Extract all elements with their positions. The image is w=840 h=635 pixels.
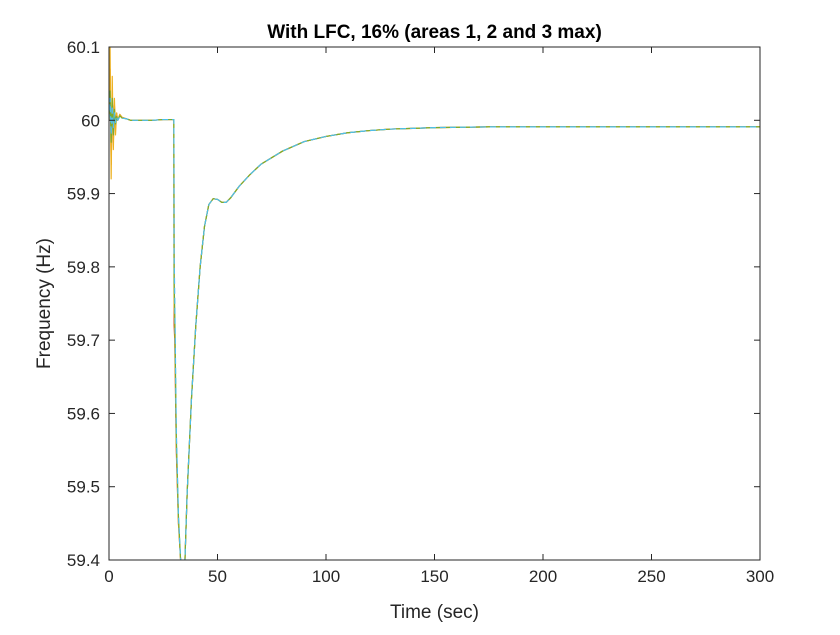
x-tick-label-300: 300	[746, 567, 774, 586]
chart-title: With LFC, 16% (areas 1, 2 and 3 max)	[267, 22, 602, 43]
x-tick-label-200: 200	[529, 567, 557, 586]
y-tick-label-59.6: 59.6	[67, 404, 100, 423]
x-tick-label-0: 0	[104, 567, 113, 586]
y-tick-label-59.5: 59.5	[67, 478, 100, 497]
x-tick-label-100: 100	[312, 567, 340, 586]
x-tick-label-50: 50	[208, 567, 227, 586]
y-tick-label-60.1: 60.1	[67, 38, 100, 57]
x-tick-label-150: 150	[420, 567, 448, 586]
y-tick-label-60: 60	[81, 111, 100, 130]
y-tick-label-59.4: 59.4	[67, 551, 100, 570]
y-axis-label: Frequency (Hz)	[34, 238, 55, 369]
y-tick-label-59.8: 59.8	[67, 258, 100, 277]
x-axis-label: Time (sec)	[390, 602, 479, 623]
series-line-4	[109, 97, 760, 560]
x-tick-label-250: 250	[637, 567, 665, 586]
series-layer	[109, 47, 760, 560]
plot-area	[109, 47, 760, 560]
y-tick-label-59.7: 59.7	[67, 331, 100, 350]
y-tick-label-59.9: 59.9	[67, 185, 100, 204]
ticks-layer: 0 50 100 150 200 250 300 59.4 59.5 59.6 59.7 59.8 59…	[67, 38, 774, 586]
